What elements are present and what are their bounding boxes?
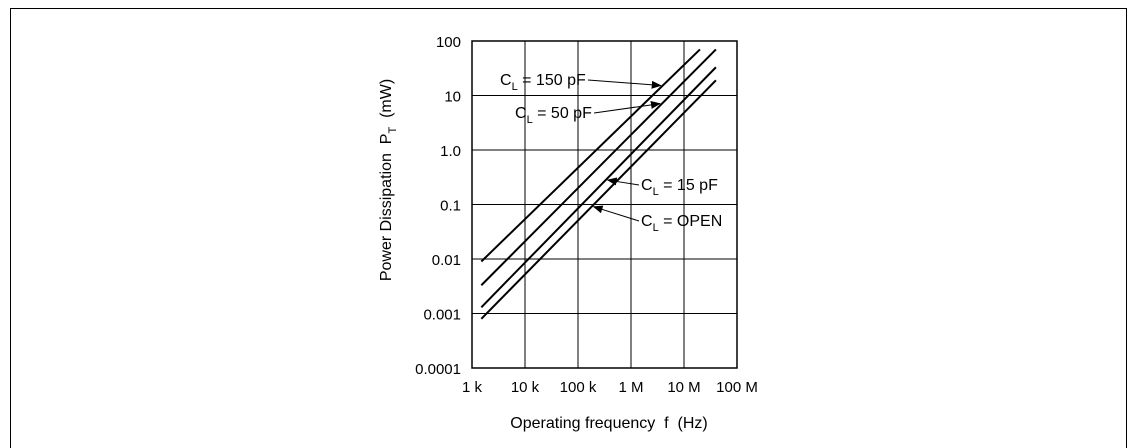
annotation-arrow (593, 100, 661, 114)
annotation-arrow (587, 79, 662, 89)
x-tick-label: 100 M (716, 379, 758, 396)
annotation-arrow (592, 205, 640, 222)
y-tick-label: 0.0001 (415, 361, 461, 378)
x-tick-label: 100 k (560, 379, 597, 396)
series-line-c-l-15-pf (480, 66, 717, 308)
series-label-c-l-15-pf: CL = 15 pF (641, 177, 718, 198)
series-label-c-l-150-pf: CL = 150 pF (500, 72, 586, 93)
series-line-c-l-open (480, 79, 717, 320)
figure-frame (10, 8, 1127, 448)
plot-area-border (471, 40, 738, 369)
series-line-c-l-50-pf (480, 48, 717, 286)
y-tick-label: 0.1 (440, 198, 461, 215)
series-label-c-l-open: CL = OPEN (641, 213, 722, 234)
series-annotations: CL = 150 pF CL = 50 pF CL = 15 pF CL = OPEN (500, 72, 722, 234)
y-tick-labels: 0.0001 0.001 0.01 0.1 1.0 10 100 (415, 34, 461, 378)
series-label-c-l-50-pf: CL = 50 pF (515, 105, 592, 126)
y-tick-label: 10 (444, 89, 461, 106)
x-axis-label: Operating frequency f (Hz) (510, 415, 707, 432)
y-axis-label: Power Dissipation PT (mW) (378, 79, 399, 281)
y-tick-label: 1.0 (440, 143, 461, 160)
x-tick-label: 1 M (618, 379, 643, 396)
y-tick-label: 100 (436, 34, 461, 51)
x-tick-labels: 1 k 10 k 100 k 1 M 10 M 100 M (462, 379, 758, 396)
annotation-arrow (606, 177, 640, 186)
x-tick-label: 1 k (462, 379, 483, 396)
series-lines (480, 48, 717, 320)
y-tick-label: 0.001 (423, 307, 461, 324)
y-tick-label: 0.01 (432, 252, 461, 269)
x-tick-label: 10 M (667, 379, 700, 396)
x-tick-label: 10 k (511, 379, 540, 396)
series-line-c-l-150-pf (480, 48, 701, 263)
